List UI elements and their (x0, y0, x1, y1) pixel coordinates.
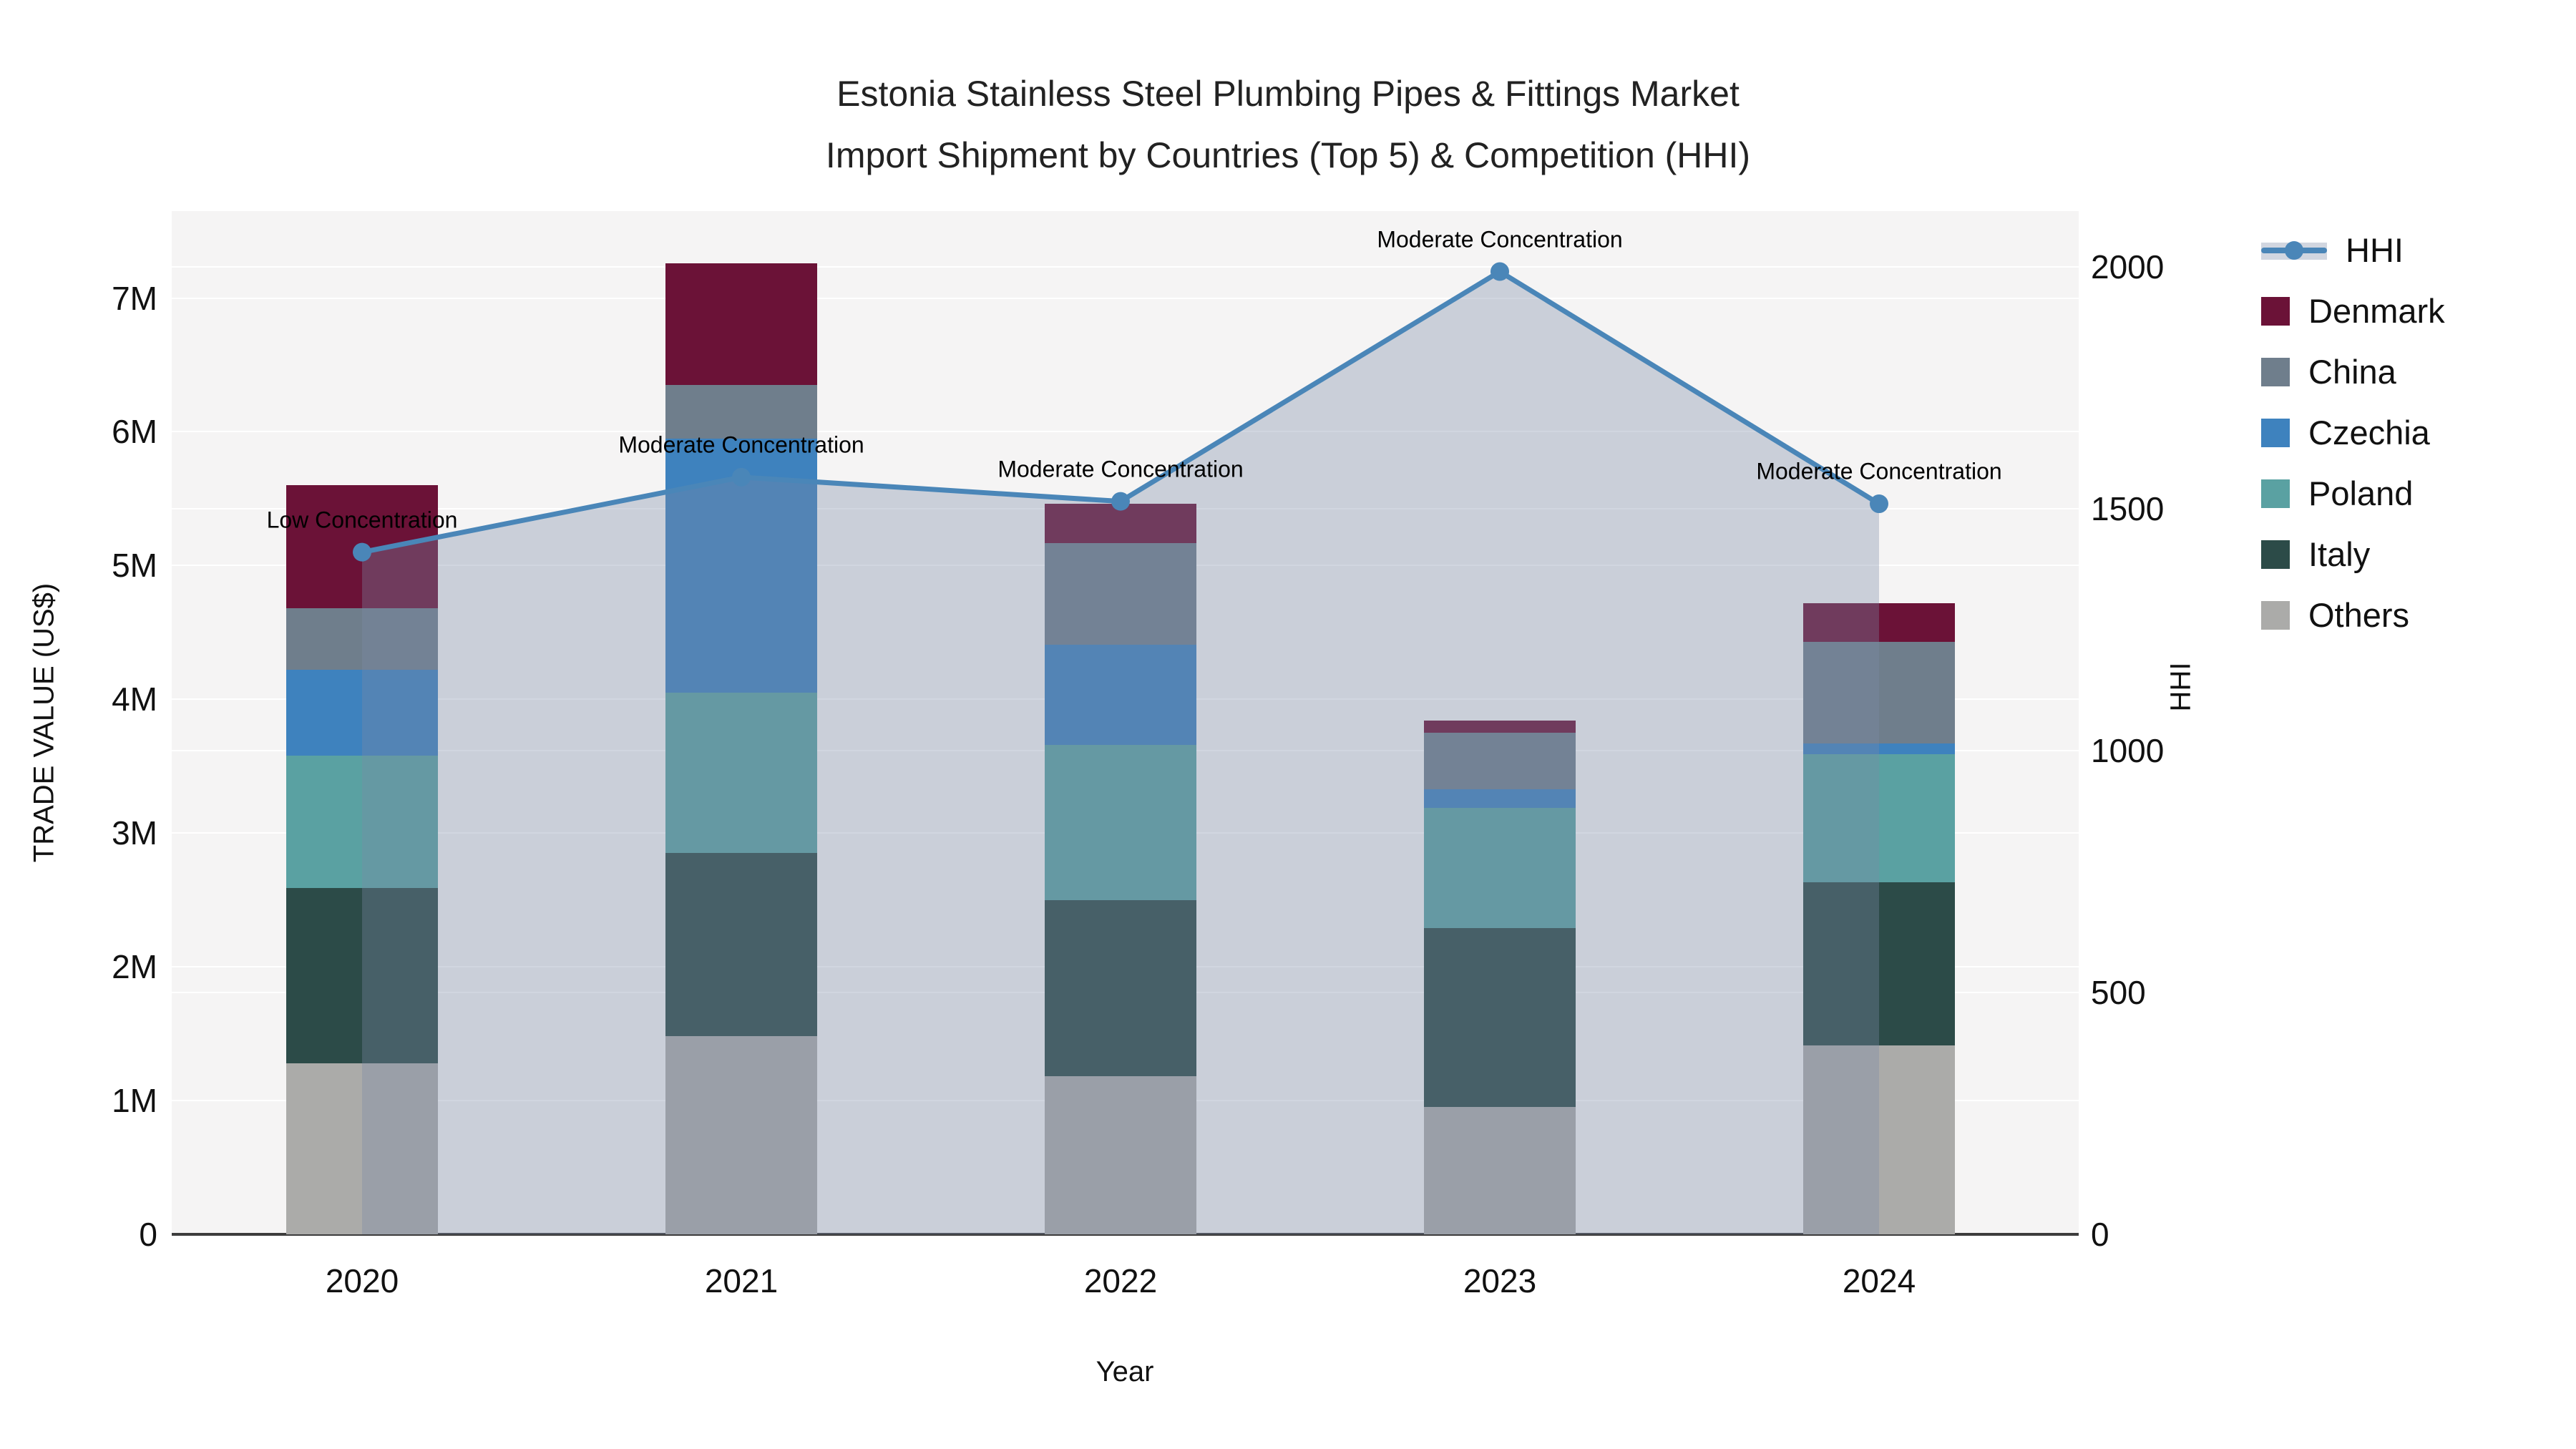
y-left-tick-label: 3M (112, 814, 157, 852)
x-tick-label-2021: 2021 (704, 1262, 779, 1299)
x-axis-line (172, 1233, 2079, 1236)
bar-segment-china-2024[interactable] (1803, 641, 1955, 743)
bar-segment-poland-2023[interactable] (1424, 807, 1576, 928)
bar-segment-others-2024[interactable] (1803, 1045, 1955, 1234)
y-right-tick-label: 2000 (2091, 248, 2165, 286)
y-left-tick-label: 4M (112, 680, 157, 718)
y-right-tick-label: 0 (2091, 1216, 2109, 1253)
bar-segment-italy-2023[interactable] (1424, 927, 1576, 1108)
legend: HHI Denmark China Czechia Poland Italy Others (2261, 230, 2445, 635)
x-axis-title: Year (1096, 1356, 1154, 1387)
hhi-marker-2023[interactable] (1491, 262, 1509, 281)
bar-segment-others-2022[interactable] (1045, 1076, 1196, 1234)
legend-item-czechia[interactable]: Czechia (2261, 413, 2445, 452)
legend-item-others[interactable]: Others (2261, 595, 2445, 635)
chart-title: Estonia Stainless Steel Plumbing Pipes &… (0, 63, 2576, 186)
hhi-annotation-2021: Moderate Concentration (618, 431, 864, 458)
legend-label-denmark: Denmark (2308, 292, 2445, 330)
bar-segment-denmark-2023[interactable] (1424, 721, 1576, 733)
x-tick-label-2020: 2020 (325, 1262, 399, 1299)
bar-segment-italy-2020[interactable] (286, 887, 438, 1063)
x-tick-label-2024: 2024 (1842, 1262, 1916, 1299)
bar-segment-poland-2020[interactable] (286, 755, 438, 888)
legend-item-denmark[interactable]: Denmark (2261, 291, 2445, 331)
y-right-axis-title: HHI (2165, 662, 2197, 712)
bar-segment-poland-2021[interactable] (665, 692, 817, 854)
y-left-tick-label: 6M (112, 413, 157, 451)
hhi-line-layer (353, 262, 1888, 1234)
y-left-tick-label: 2M (112, 948, 157, 986)
y-right-tick-label: 1000 (2091, 731, 2165, 769)
legend-item-china[interactable]: China (2261, 352, 2445, 391)
hhi-marker-2022[interactable] (1111, 492, 1130, 511)
hhi-area-fill (362, 271, 1879, 1234)
bar-segment-czechia-2020[interactable] (286, 670, 438, 756)
bar-segment-czechia-2024[interactable] (1803, 743, 1955, 754)
chart-title-line1: Estonia Stainless Steel Plumbing Pipes &… (836, 74, 1740, 114)
x-tick-label-2023: 2023 (1463, 1262, 1537, 1299)
hhi-annotation-2023: Moderate Concentration (1377, 226, 1623, 252)
bar-segment-others-2021[interactable] (665, 1036, 817, 1234)
y-left-tick-label: 1M (112, 1082, 157, 1120)
legend-swatch-china (2261, 357, 2290, 386)
bar-segment-china-2023[interactable] (1424, 733, 1576, 789)
bar-segment-others-2023[interactable] (1424, 1107, 1576, 1234)
bar-segment-italy-2021[interactable] (665, 853, 817, 1037)
legend-item-poland[interactable]: Poland (2261, 474, 2445, 513)
y-left-tick-label: 7M (112, 279, 157, 317)
bar-segment-china-2021[interactable] (665, 385, 817, 439)
legend-label-poland: Poland (2308, 474, 2414, 512)
legend-label-czechia: Czechia (2308, 414, 2430, 452)
hhi-marker-2020[interactable] (353, 542, 371, 562)
y-left-tick-label: 0 (139, 1216, 157, 1253)
legend-label-italy: Italy (2308, 535, 2371, 573)
y-right-tick-label: 1500 (2091, 489, 2165, 527)
legend-swatch-denmark (2261, 296, 2290, 326)
legend-item-italy[interactable]: Italy (2261, 535, 2445, 574)
y-left-gridline (172, 297, 2079, 299)
legend-swatch-italy (2261, 540, 2290, 569)
y-left-gridline (172, 431, 2079, 433)
x-tick-label-2022: 2022 (1083, 1262, 1158, 1299)
bar-segment-china-2020[interactable] (286, 608, 438, 670)
bar-segment-denmark-2024[interactable] (1803, 602, 1955, 642)
hhi-marker-2021[interactable] (732, 467, 751, 487)
hhi-marker-2024[interactable] (1870, 494, 1888, 514)
bar-segment-italy-2024[interactable] (1803, 882, 1955, 1046)
bar-segment-italy-2022[interactable] (1045, 899, 1196, 1077)
legend-label-china: China (2308, 353, 2396, 391)
legend-swatch-poland (2261, 479, 2290, 508)
legend-label-others: Others (2308, 596, 2410, 634)
legend-label-hhi: HHI (2346, 231, 2404, 269)
bar-segment-denmark-2021[interactable] (665, 263, 817, 386)
hhi-annotation-2022: Moderate Concentration (997, 456, 1244, 482)
bar-segment-czechia-2022[interactable] (1045, 644, 1196, 745)
legend-item-hhi[interactable]: HHI (2261, 230, 2445, 270)
hhi-annotation-2024: Moderate Concentration (1756, 458, 2002, 484)
bar-segment-poland-2024[interactable] (1803, 753, 1955, 883)
bar-segment-czechia-2023[interactable] (1424, 789, 1576, 808)
chart-title-line2: Import Shipment by Countries (Top 5) & C… (825, 135, 1751, 175)
legend-swatch-others (2261, 600, 2290, 630)
y-right-gridline (172, 265, 2079, 268)
y-right-tick-label: 500 (2091, 973, 2146, 1011)
bar-segment-others-2020[interactable] (286, 1063, 438, 1234)
hhi-annotation-2020: Low Concentration (266, 507, 458, 533)
legend-swatch-czechia (2261, 418, 2290, 447)
bar-segment-poland-2022[interactable] (1045, 744, 1196, 900)
hhi-line-icon (2261, 238, 2327, 263)
hhi-marker-icon (2285, 240, 2303, 260)
bar-segment-china-2022[interactable] (1045, 542, 1196, 645)
plot-area (172, 211, 2079, 1236)
y-left-tick-label: 5M (112, 547, 157, 585)
